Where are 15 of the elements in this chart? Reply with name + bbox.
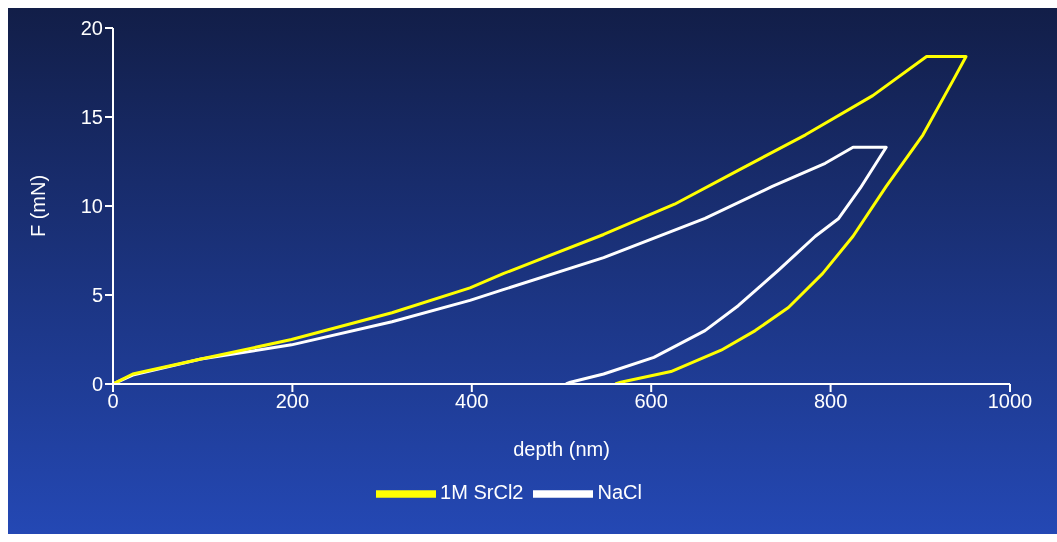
- x-tick-label: 800: [813, 390, 848, 413]
- x-tick-label: 0: [107, 390, 119, 413]
- legend-label: NaCl: [597, 481, 642, 504]
- x-axis-title: depth (nm): [513, 438, 610, 460]
- x-tick-label: 600: [634, 390, 668, 413]
- y-tick-label: 5: [91, 284, 103, 307]
- y-axis-title: F (mN): [27, 174, 50, 238]
- y-tick-label: 15: [80, 106, 103, 129]
- x-tick-label: 400: [455, 390, 489, 413]
- y-tick-label: 10: [80, 195, 103, 218]
- x-tick-label: 200: [275, 390, 310, 413]
- y-tick-label: 0: [91, 373, 103, 396]
- x-tick-label: 1000: [987, 390, 1033, 413]
- y-tick-label: 20: [80, 17, 103, 40]
- legend-label: 1M SrCl2: [440, 481, 524, 504]
